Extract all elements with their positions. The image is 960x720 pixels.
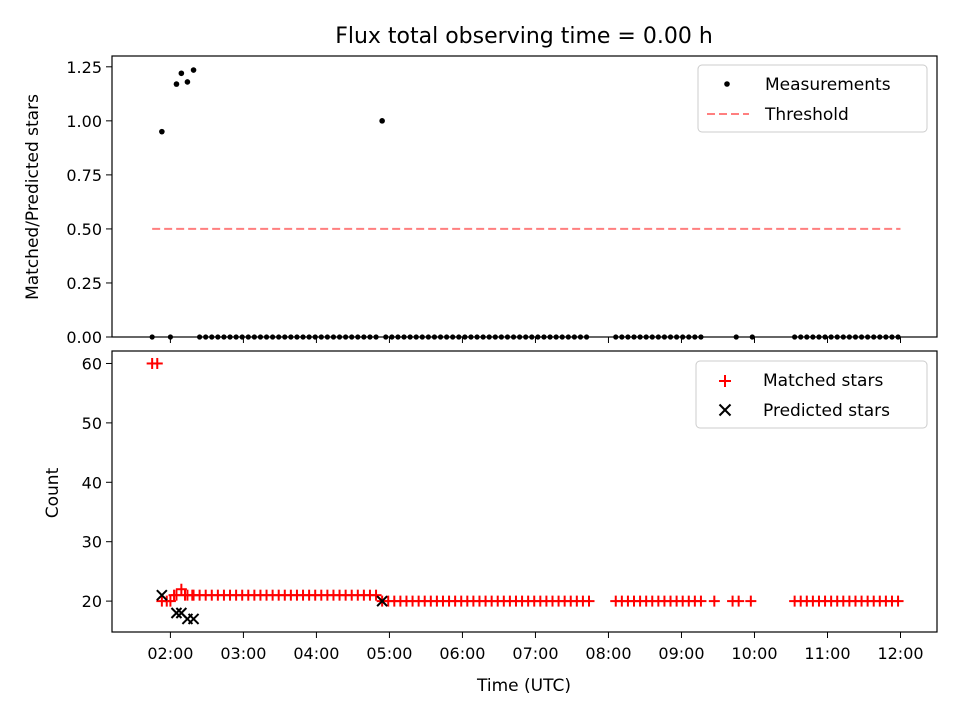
bottom-panel: 20 30 40 50 60 02:00 03:00 04:00 05:00 06:00 07:0… <box>43 350 938 696</box>
predicted-star-point <box>376 595 388 607</box>
measurement-point <box>184 79 191 85</box>
predicted-star-point <box>170 607 183 619</box>
measurement-point <box>379 118 385 124</box>
measurement-point <box>159 128 165 135</box>
matched-star-point <box>175 583 187 595</box>
matched-star-point <box>745 595 757 607</box>
xtick-label: 06:00 <box>439 644 485 663</box>
xtick-label: 03:00 <box>220 644 266 663</box>
bottom-y-label: Count <box>43 467 63 518</box>
matched-star-point <box>188 589 200 601</box>
measurement-point <box>173 81 180 87</box>
xtick-label: 10:00 <box>731 644 777 663</box>
xtick-label: 07:00 <box>512 644 558 663</box>
top-y-ticks: 0.00 0.25 0.50 0.75 1.00 1.25 <box>66 58 112 347</box>
top-legend: Measurements Threshold <box>697 64 928 133</box>
matched-star-point <box>164 595 176 607</box>
bottom-legend-frame <box>695 360 928 429</box>
top-ytick-label: 1.00 <box>66 112 102 131</box>
matched-star-point <box>370 589 382 601</box>
bottom-axes-frame <box>111 350 938 633</box>
legend-predicted-marker <box>718 403 732 417</box>
legend-matched-marker <box>719 375 731 387</box>
top-ytick-label: 0.50 <box>66 220 102 239</box>
matched-star-point <box>695 595 707 607</box>
top-ytick-label: 0.75 <box>66 166 102 185</box>
xtick-label: 02:00 <box>147 644 193 663</box>
predicted-star-point <box>187 613 200 625</box>
top-legend-frame <box>697 64 928 133</box>
chart-title: Flux total observing time = 0.00 h <box>335 24 713 49</box>
xtick-label: 08:00 <box>585 644 631 663</box>
bottom-ytick-label: 40 <box>82 473 102 492</box>
x-axis-label: Time (UTC) <box>476 676 571 696</box>
top-y-label: Matched/Predicted stars <box>23 94 43 300</box>
matched-star-point <box>733 595 745 607</box>
xtick-label: 09:00 <box>658 644 704 663</box>
measurement-point <box>190 67 197 73</box>
legend-matched-label: Matched stars <box>763 371 883 391</box>
legend-measurements-marker <box>724 81 730 87</box>
matched-star-point <box>583 595 595 607</box>
measurement-point <box>178 70 185 77</box>
matched-star-point <box>892 595 904 607</box>
top-axes-frame <box>111 55 938 338</box>
bottom-y-ticks: 20 30 40 50 60 <box>82 354 112 611</box>
legend-predicted-label: Predicted stars <box>763 401 890 421</box>
top-ytick-label: 1.25 <box>66 58 102 77</box>
top-ytick-label: 0.25 <box>66 274 102 293</box>
xtick-label: 12:00 <box>877 644 923 663</box>
matched-star-point <box>708 595 720 607</box>
bottom-ytick-label: 60 <box>82 354 102 373</box>
legend-measurements-label: Measurements <box>765 75 891 95</box>
bottom-legend: Matched stars Predicted stars <box>695 360 928 429</box>
xtick-label: 11:00 <box>804 644 850 663</box>
legend-threshold-label: Threshold <box>764 105 849 125</box>
top-ytick-label: 0.00 <box>66 328 102 347</box>
top-panel: 0.00 0.25 0.50 0.75 1.00 1.25 Matched/Predict… <box>23 55 938 347</box>
bottom-x-ticks: 02:00 03:00 04:00 05:00 06:00 07:00 08:00 09:00… <box>147 632 924 663</box>
xtick-label: 04:00 <box>293 644 339 663</box>
bottom-plot-area <box>146 357 904 625</box>
xtick-label: 05:00 <box>366 644 412 663</box>
bottom-ytick-label: 30 <box>82 533 102 552</box>
bottom-ytick-label: 50 <box>82 414 102 433</box>
matched-star-point <box>151 357 163 369</box>
predicted-star-point <box>156 589 168 601</box>
bottom-ytick-label: 20 <box>82 592 102 611</box>
